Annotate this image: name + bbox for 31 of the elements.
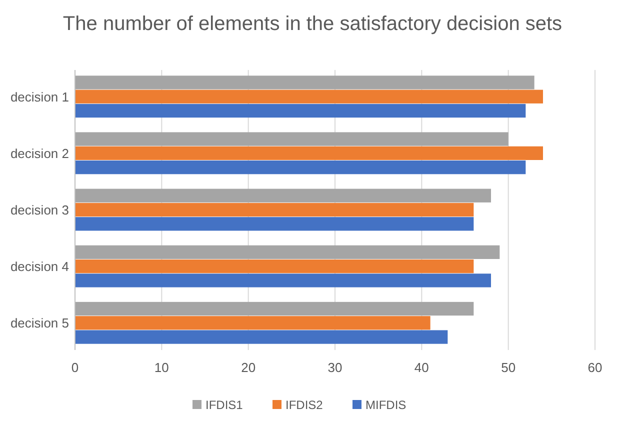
bar: [75, 90, 543, 104]
bar: [75, 302, 474, 316]
bar: [75, 188, 491, 202]
y-tick-label: decision 5: [10, 316, 69, 331]
y-tick-label: decision 1: [10, 89, 69, 104]
chart-title: The number of elements in the satisfactory decision sets: [62, 13, 562, 35]
x-tick-label: 30: [328, 360, 342, 375]
bar: [75, 146, 543, 160]
x-tick-label: 20: [241, 360, 256, 375]
bar: [75, 132, 508, 146]
legend-label: MIFDIS: [366, 398, 406, 412]
bar: [75, 104, 526, 118]
bar: [75, 217, 474, 231]
x-tick-label: 10: [154, 360, 169, 375]
bar: [75, 259, 474, 274]
x-tick-label: 50: [501, 360, 516, 375]
y-tick-label: decision 4: [10, 259, 69, 274]
x-tick-label: 60: [588, 360, 602, 375]
bar: [75, 245, 500, 259]
y-tick-label: decision 2: [10, 146, 69, 161]
legend-label: IFDIS2: [286, 398, 324, 412]
bar: [75, 316, 430, 330]
bar: [75, 160, 526, 174]
legend-label: IFDIS1: [206, 398, 244, 412]
x-tick-label: 0: [71, 360, 79, 375]
bar: [75, 330, 448, 344]
bar: [75, 76, 534, 90]
x-tick-label: 40: [414, 360, 429, 375]
y-tick-label: decision 3: [10, 202, 69, 218]
bar: [75, 274, 491, 288]
bar: [75, 202, 474, 217]
